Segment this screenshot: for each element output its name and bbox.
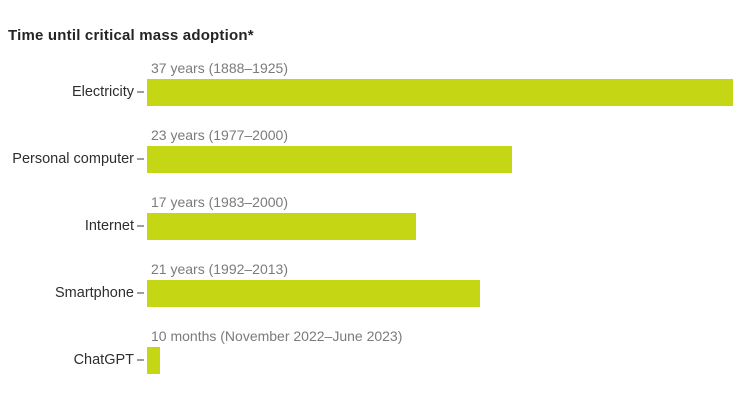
axis-tick — [137, 292, 144, 294]
chart-row-chatgpt: 10 months (November 2022–June 2023) Chat… — [0, 327, 742, 394]
bar-annotation: 21 years (1992–2013) — [151, 261, 288, 277]
bar-annotation: 23 years (1977–2000) — [151, 127, 288, 143]
category-label: ChatGPT — [73, 352, 134, 368]
bar-annotation: 17 years (1983–2000) — [151, 194, 288, 210]
axis-tick — [137, 158, 144, 160]
bar — [147, 146, 512, 173]
chart-row-internet: 17 years (1983–2000) Internet — [0, 193, 742, 260]
bar — [147, 347, 160, 374]
bar-annotation: 37 years (1888–1925) — [151, 60, 288, 76]
bar — [147, 213, 416, 240]
chart-row-electricity: 37 years (1888–1925) Electricity — [0, 59, 742, 126]
category-label: Electricity — [71, 84, 134, 100]
category-label: Internet — [84, 218, 134, 234]
axis-tick — [137, 359, 144, 361]
chart-row-personal-computer: 23 years (1977–2000) Personal computer — [0, 126, 742, 193]
axis-tick — [137, 91, 144, 93]
axis-tick — [137, 225, 144, 227]
category-label: Personal computer — [12, 151, 134, 167]
chart-row-smartphone: 21 years (1992–2013) Smartphone — [0, 260, 742, 327]
chart-title: Time until critical mass adoption* — [8, 27, 254, 44]
category-label: Smartphone — [55, 285, 134, 301]
bar — [147, 79, 733, 106]
bar-annotation: 10 months (November 2022–June 2023) — [151, 328, 403, 344]
bar — [147, 280, 480, 307]
